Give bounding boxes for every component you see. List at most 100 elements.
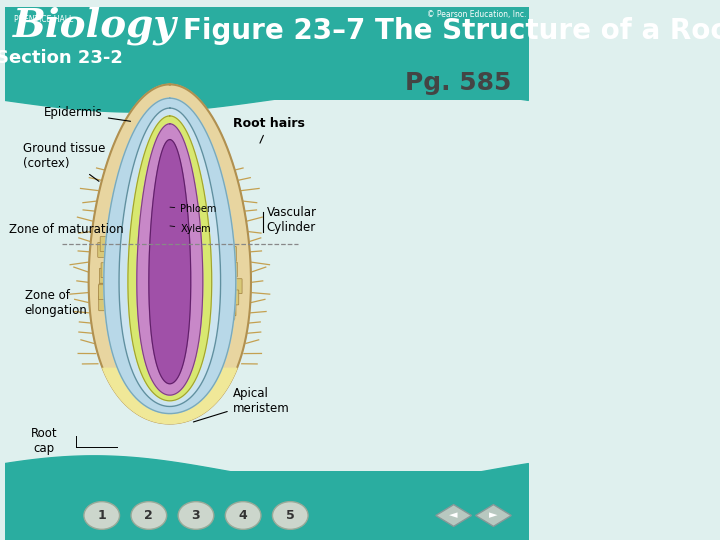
FancyBboxPatch shape (217, 307, 227, 322)
FancyBboxPatch shape (167, 176, 177, 191)
Text: Xylem: Xylem (170, 224, 211, 234)
Polygon shape (128, 116, 212, 401)
Text: Zone of
elongation: Zone of elongation (24, 289, 88, 317)
Text: Apical
meristem: Apical meristem (194, 387, 289, 422)
Text: 4: 4 (239, 509, 248, 522)
FancyBboxPatch shape (203, 331, 214, 346)
FancyBboxPatch shape (218, 301, 228, 316)
FancyBboxPatch shape (167, 176, 178, 191)
Ellipse shape (84, 502, 120, 529)
FancyBboxPatch shape (5, 471, 528, 540)
FancyBboxPatch shape (125, 333, 135, 348)
FancyBboxPatch shape (156, 345, 166, 360)
Text: Epidermis: Epidermis (44, 106, 130, 122)
Polygon shape (5, 89, 528, 112)
FancyBboxPatch shape (212, 222, 223, 238)
FancyBboxPatch shape (184, 343, 194, 358)
Polygon shape (5, 456, 528, 540)
FancyBboxPatch shape (232, 279, 242, 294)
Text: ◄: ◄ (449, 510, 458, 521)
Text: 2: 2 (145, 509, 153, 522)
FancyBboxPatch shape (197, 187, 208, 202)
Text: Phloem: Phloem (170, 204, 217, 214)
FancyBboxPatch shape (180, 178, 190, 193)
Ellipse shape (225, 502, 261, 529)
Polygon shape (103, 368, 237, 423)
FancyBboxPatch shape (196, 192, 206, 207)
FancyBboxPatch shape (127, 331, 138, 346)
FancyBboxPatch shape (151, 178, 162, 192)
FancyBboxPatch shape (228, 290, 239, 305)
FancyBboxPatch shape (181, 180, 192, 195)
Polygon shape (119, 108, 220, 407)
FancyBboxPatch shape (134, 335, 145, 350)
FancyBboxPatch shape (114, 213, 125, 228)
Polygon shape (104, 98, 235, 414)
Polygon shape (436, 504, 472, 526)
FancyBboxPatch shape (99, 284, 109, 299)
FancyBboxPatch shape (100, 237, 111, 252)
FancyBboxPatch shape (211, 205, 222, 220)
FancyBboxPatch shape (107, 262, 117, 277)
FancyBboxPatch shape (225, 304, 235, 319)
FancyBboxPatch shape (114, 229, 124, 244)
FancyBboxPatch shape (194, 185, 204, 200)
FancyBboxPatch shape (221, 294, 231, 309)
FancyBboxPatch shape (150, 178, 160, 193)
Polygon shape (137, 124, 203, 395)
FancyBboxPatch shape (99, 296, 109, 310)
FancyBboxPatch shape (101, 263, 112, 278)
FancyBboxPatch shape (98, 242, 108, 258)
FancyBboxPatch shape (224, 295, 235, 310)
FancyBboxPatch shape (123, 202, 134, 217)
FancyBboxPatch shape (178, 178, 188, 193)
Ellipse shape (272, 502, 308, 529)
FancyBboxPatch shape (224, 305, 234, 320)
Text: 3: 3 (192, 509, 200, 522)
FancyBboxPatch shape (148, 342, 158, 357)
Polygon shape (476, 504, 511, 526)
FancyBboxPatch shape (209, 206, 220, 221)
FancyBboxPatch shape (209, 322, 220, 337)
FancyBboxPatch shape (107, 306, 117, 321)
FancyBboxPatch shape (189, 340, 200, 355)
FancyBboxPatch shape (109, 245, 120, 259)
FancyBboxPatch shape (221, 304, 232, 319)
FancyBboxPatch shape (174, 177, 184, 191)
Text: Root hairs: Root hairs (233, 117, 305, 143)
FancyBboxPatch shape (216, 327, 226, 342)
Text: PRENTICE HALL: PRENTICE HALL (14, 15, 73, 24)
FancyBboxPatch shape (225, 301, 236, 316)
Text: Section 23-2: Section 23-2 (0, 49, 123, 67)
FancyBboxPatch shape (190, 183, 200, 198)
FancyBboxPatch shape (110, 231, 121, 246)
FancyBboxPatch shape (138, 184, 148, 198)
Polygon shape (149, 140, 191, 384)
FancyBboxPatch shape (99, 268, 110, 283)
FancyBboxPatch shape (226, 246, 236, 261)
Text: 5: 5 (286, 509, 294, 522)
FancyBboxPatch shape (109, 262, 120, 278)
Text: Pg. 585: Pg. 585 (405, 71, 512, 94)
FancyBboxPatch shape (135, 186, 145, 201)
Ellipse shape (178, 502, 214, 529)
Text: Ground tissue
(cortex): Ground tissue (cortex) (23, 142, 106, 181)
FancyBboxPatch shape (99, 285, 109, 300)
FancyBboxPatch shape (174, 177, 184, 192)
FancyBboxPatch shape (220, 262, 231, 278)
Text: ►: ► (489, 510, 498, 521)
FancyBboxPatch shape (214, 312, 224, 327)
Text: © Pearson Education, Inc.: © Pearson Education, Inc. (426, 10, 526, 19)
FancyBboxPatch shape (5, 7, 528, 100)
Ellipse shape (131, 502, 166, 529)
Text: Figure 23–7 The Structure of a Root: Figure 23–7 The Structure of a Root (183, 17, 720, 45)
FancyBboxPatch shape (123, 334, 134, 349)
FancyBboxPatch shape (202, 336, 212, 351)
FancyBboxPatch shape (217, 237, 228, 252)
FancyBboxPatch shape (132, 193, 143, 208)
Text: Vascular
Cylinder: Vascular Cylinder (266, 206, 317, 234)
FancyBboxPatch shape (219, 215, 229, 230)
FancyBboxPatch shape (124, 199, 135, 214)
Polygon shape (89, 84, 251, 423)
FancyBboxPatch shape (128, 332, 139, 347)
